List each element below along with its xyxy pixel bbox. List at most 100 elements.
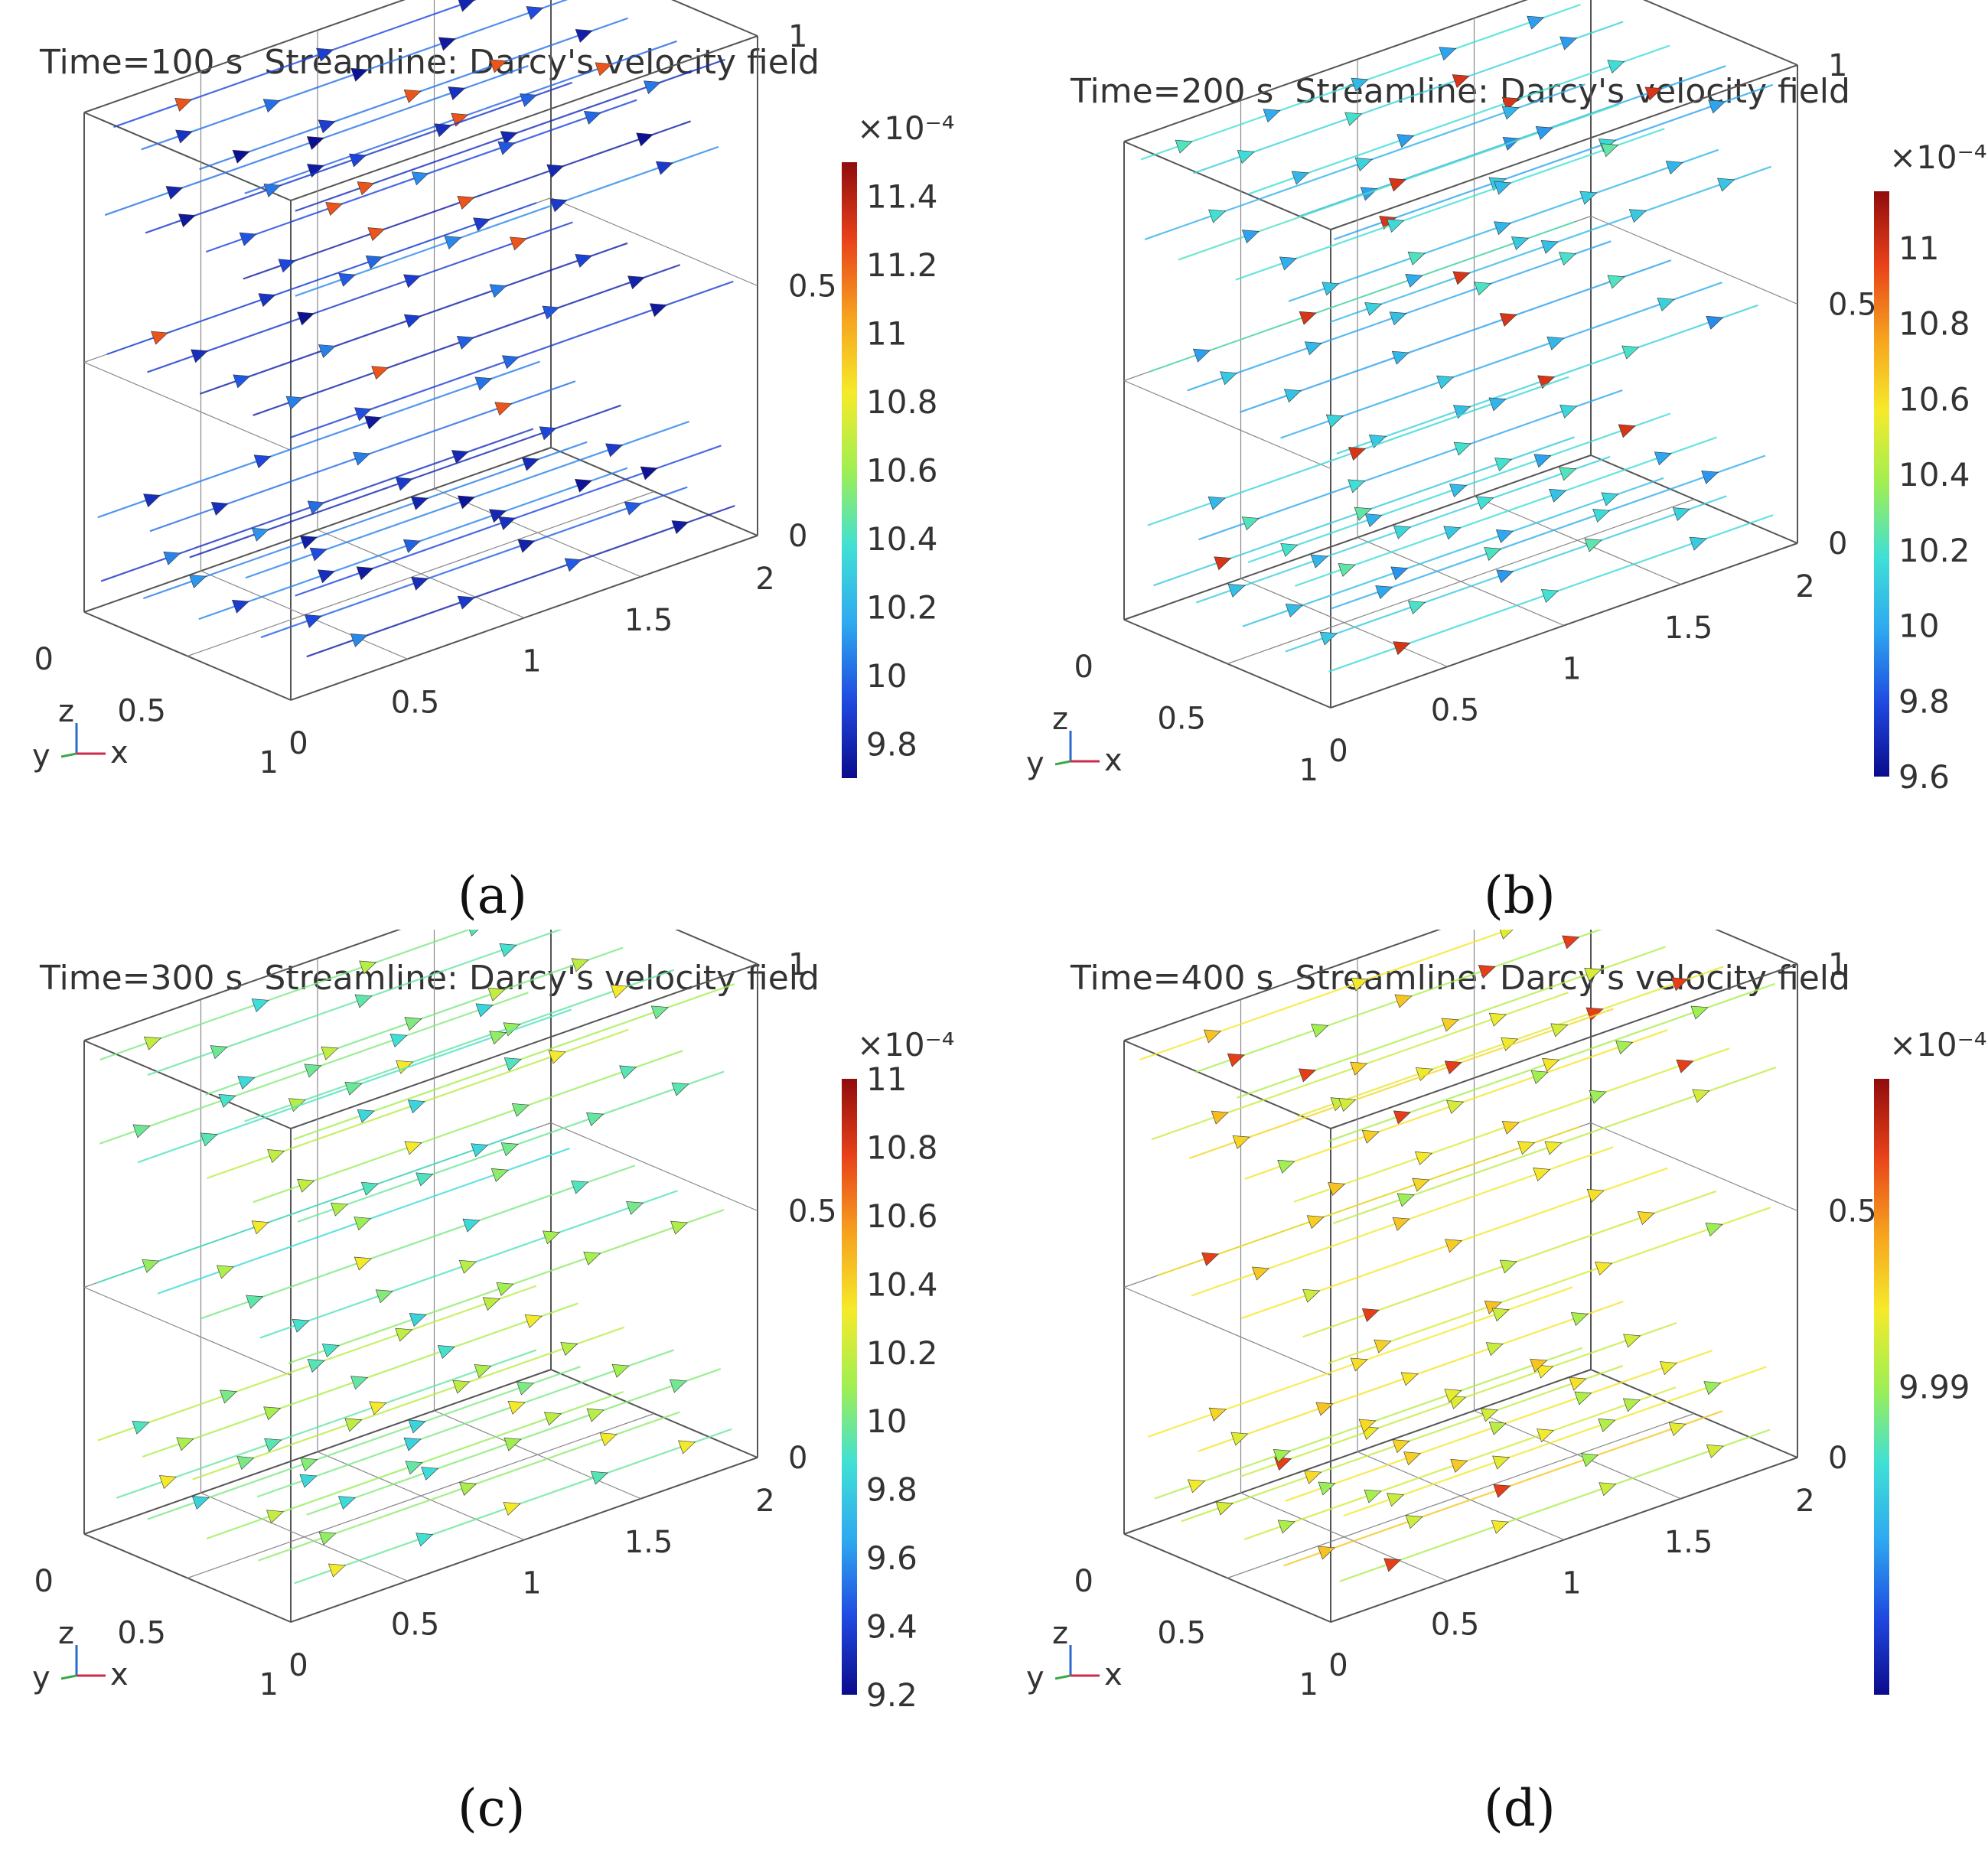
streamline-arrow — [500, 131, 518, 145]
streamline-arrow — [357, 181, 375, 196]
streamline-arrow — [321, 1344, 340, 1358]
streamline-arrow — [1237, 150, 1255, 165]
streamline-arrow — [262, 99, 281, 113]
streamline-arrow — [328, 1563, 346, 1578]
colorbar-tick-label: 10.6 — [866, 452, 938, 490]
streamline-arrow — [670, 1220, 689, 1235]
streamline-arrow — [671, 520, 689, 534]
streamline-arrow — [297, 311, 315, 326]
streamline-arrow — [285, 396, 304, 410]
streamline-arrow — [353, 451, 371, 466]
streamline — [1188, 1008, 1614, 1159]
z-tick-label: 0.5 — [1828, 1194, 1877, 1230]
streamline-arrow — [216, 1265, 234, 1279]
streamline-arrow — [1668, 1422, 1687, 1436]
streamline-arrow — [404, 1017, 422, 1031]
streamline — [1198, 389, 1623, 541]
streamline-arrow — [599, 1432, 618, 1447]
streamline — [1295, 436, 1717, 587]
colorbar-tick-label: 9.8 — [866, 1471, 917, 1509]
streamline-arrow — [1387, 1493, 1405, 1507]
streamline — [1330, 454, 1766, 610]
triad-x-label: x — [110, 735, 129, 770]
streamline-arrow — [1241, 516, 1260, 531]
x-tick-label: 1.5 — [624, 1525, 673, 1560]
streamline-arrow — [504, 1437, 522, 1451]
colorbar-tick-label: 10 — [866, 1402, 907, 1440]
streamline-arrow — [1207, 496, 1226, 510]
streamline-arrow — [421, 1467, 439, 1481]
streamline-arrow — [1396, 134, 1415, 148]
streamline-arrow — [489, 59, 507, 73]
streamline-arrow — [1595, 1262, 1613, 1275]
streamline-arrow — [1361, 1308, 1380, 1322]
streamline-arrow — [473, 217, 491, 232]
streamline-arrow — [1252, 1266, 1269, 1281]
streamline-arrow — [474, 376, 493, 391]
streamline-arrow — [349, 153, 367, 168]
triad-z-label: z — [58, 1616, 74, 1651]
colorbar-tick-label: 10 — [1898, 608, 1939, 645]
streamline-arrow — [1701, 471, 1719, 484]
colorbar-exponent: ×10⁻⁴ — [857, 109, 955, 147]
streamline-arrow — [354, 1256, 372, 1271]
streamline-arrow — [627, 275, 646, 290]
streamline-arrow — [1393, 1110, 1411, 1125]
streamline-arrow — [337, 1496, 356, 1510]
streamline-arrow — [1615, 1041, 1634, 1054]
streamline-arrow — [1542, 1058, 1560, 1072]
streamline-arrow — [1537, 1428, 1555, 1443]
streamline-arrow — [144, 1036, 161, 1051]
streamline-arrow — [1558, 252, 1576, 266]
streamline-arrow — [359, 960, 377, 975]
y-tick-label: 0.5 — [1157, 702, 1206, 737]
streamline-arrow — [1654, 451, 1672, 466]
streamline-arrow — [338, 272, 357, 287]
streamline — [1328, 1207, 1771, 1364]
streamline-arrow — [1499, 313, 1517, 327]
streamline-arrow — [375, 1289, 393, 1304]
streamline-arrow — [1368, 435, 1387, 448]
streamline-arrow — [1530, 1070, 1549, 1084]
streamline-arrow — [1280, 543, 1299, 557]
streamline-arrow — [1392, 1439, 1410, 1454]
triad-x-label: x — [110, 1657, 129, 1692]
streamline — [1280, 282, 1722, 439]
streamline-arrow — [1494, 181, 1512, 195]
streamline-arrow — [191, 349, 209, 363]
streamline — [113, 0, 477, 129]
streamline-arrow — [462, 1218, 481, 1233]
streamline-arrow — [1441, 1018, 1459, 1032]
streamline-arrow — [1601, 492, 1619, 507]
streamline-arrow — [1315, 1402, 1334, 1416]
streamline-arrow — [619, 1065, 637, 1080]
x-tick-label: 1 — [522, 1566, 541, 1601]
streamline-arrow — [1449, 1395, 1467, 1409]
streamline-arrow — [1574, 1391, 1592, 1406]
streamline-arrow — [649, 303, 667, 318]
colorbar — [842, 162, 857, 778]
streamline-arrow — [583, 111, 601, 125]
streamline-arrow — [360, 1181, 379, 1196]
streamline-arrow — [266, 1510, 285, 1524]
colorbar-exponent: ×10⁻⁴ — [1889, 138, 1987, 176]
grid-line — [550, 1122, 758, 1212]
streamline-arrow — [487, 987, 506, 1002]
streamline-arrow — [1208, 1407, 1227, 1422]
streamline-arrow — [1488, 397, 1507, 412]
box-edge — [1714, 930, 1798, 965]
streamline-arrow — [524, 1314, 543, 1328]
streamline-arrow — [220, 1389, 238, 1404]
streamline-arrow — [671, 1082, 689, 1096]
colorbar-tick-label: 9.2 — [866, 1676, 917, 1714]
streamline-arrow — [402, 539, 421, 553]
streamline-arrow — [438, 37, 456, 51]
streamline-arrow — [1549, 488, 1567, 503]
streamline-arrow — [307, 1359, 325, 1373]
streamline-arrow — [357, 1109, 375, 1123]
streamline-arrow — [1592, 509, 1611, 523]
streamline-arrow — [1396, 1193, 1415, 1207]
streamline-arrow — [395, 1327, 413, 1342]
x-tick-label: 0.5 — [391, 1607, 440, 1642]
